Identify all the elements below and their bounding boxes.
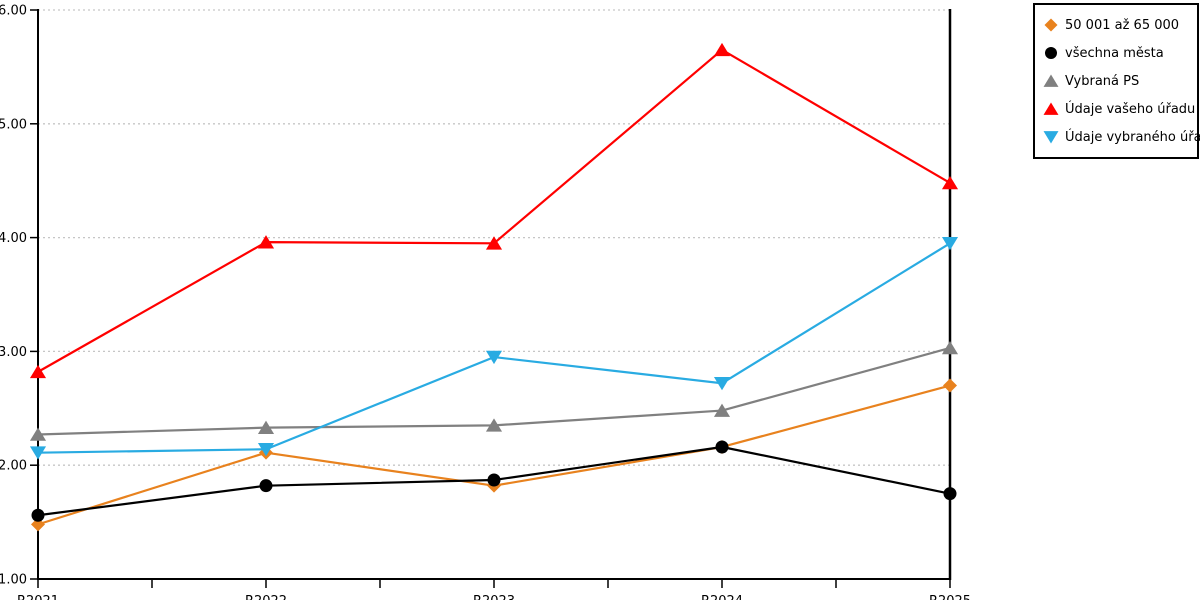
series-selected-office-data [29, 236, 959, 460]
legend-item-selected-office-data: Údaje vybraného úřadu [1043, 123, 1200, 151]
svg-text:2.00: 2.00 [0, 459, 27, 474]
legend-item-all-cities: všechna města [1043, 39, 1189, 67]
series-size-band-50001-65000 [31, 378, 957, 532]
series-your-office-data [29, 42, 959, 379]
legend-item-your-office-data: Údaje vašeho úřadu [1043, 95, 1195, 123]
svg-text:3.00: 3.00 [0, 345, 27, 360]
svg-text:R2023: R2023 [473, 594, 515, 600]
svg-text:R2024: R2024 [701, 594, 743, 600]
series-selected-ps [29, 340, 959, 441]
svg-text:4.00: 4.00 [0, 231, 27, 246]
legend-label: 50 001 až 65 000 [1065, 17, 1180, 33]
svg-text:R2022: R2022 [245, 594, 287, 600]
legend-label: Údaje vybraného úřadu [1065, 129, 1200, 145]
legend-label: Vybraná PS [1065, 73, 1140, 89]
diamond-marker-icon [1043, 17, 1059, 33]
legend-item-selected-ps: Vybraná PS [1043, 67, 1189, 95]
legend-label: všechna města [1065, 45, 1164, 61]
triangle-up-marker-icon [1043, 101, 1059, 117]
triangle-down-marker-icon [1043, 129, 1059, 145]
svg-text:6.00: 6.00 [0, 4, 27, 19]
chart-legend: 50 001 až 65 000 všechna města Vybraná P… [1033, 3, 1200, 159]
triangle-up-marker-icon [1043, 73, 1059, 89]
legend-item-size-band-50001-65000: 50 001 až 65 000 [1043, 11, 1189, 39]
series-all-cities [31, 440, 957, 522]
circle-marker-icon [1043, 45, 1059, 61]
svg-text:1.00: 1.00 [0, 573, 27, 588]
svg-text:R2021: R2021 [17, 594, 59, 600]
svg-text:R2025: R2025 [929, 594, 971, 600]
svg-text:5.00: 5.00 [0, 117, 27, 132]
legend-label: Údaje vašeho úřadu [1065, 101, 1196, 117]
